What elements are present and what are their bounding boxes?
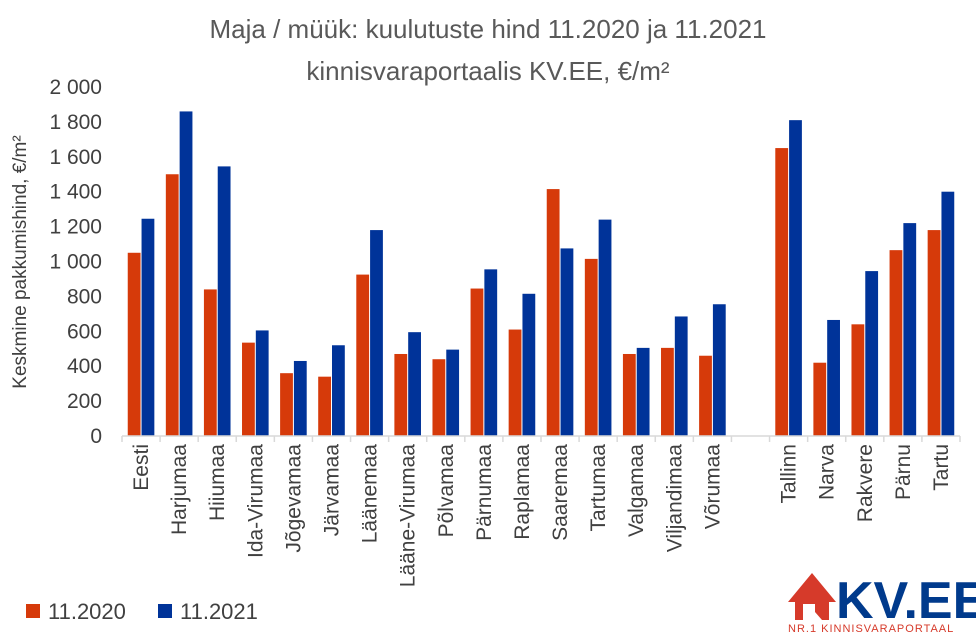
bar-11-2020-Viljandimaa bbox=[661, 347, 674, 436]
kv-ee-logo: KV.EE NR.1 KINNISVARAPORTAAL bbox=[788, 572, 976, 635]
y-tick-label: 200 bbox=[67, 390, 102, 413]
bar-11-2020-Saaremaa bbox=[546, 189, 560, 436]
y-axis-ticks: 0 200 400 600 800 1 000 1 200 1 400 1 600 1 800 2 … bbox=[49, 76, 102, 448]
x-tick-label: Eesti bbox=[130, 444, 153, 491]
bar-11-2020-Rakvere bbox=[851, 324, 865, 436]
bar-11-2021-Lääne-Virumaa bbox=[408, 332, 421, 436]
bars bbox=[127, 111, 955, 437]
bar-11-2021-Harjumaa bbox=[179, 111, 193, 437]
x-tick-label: Valgamaa bbox=[625, 444, 648, 537]
x-tick-label: Jõgevamaa bbox=[282, 444, 305, 553]
bar-11-2021-Võrumaa bbox=[712, 304, 726, 436]
bar-11-2020-Narva bbox=[813, 362, 827, 436]
y-tick-label: 1 000 bbox=[49, 251, 102, 274]
bar-11-2021-Jõgevamaa bbox=[293, 360, 307, 436]
y-tick-label: 400 bbox=[67, 355, 102, 378]
bar-11-2021-Järvamaa bbox=[332, 345, 345, 436]
x-tick-label: Harjumaa bbox=[168, 444, 191, 535]
legend-swatch-2020 bbox=[26, 604, 40, 618]
bar-11-2020-Tartu bbox=[927, 230, 941, 436]
bar-11-2021-Rakvere bbox=[865, 271, 879, 436]
bar-11-2020-Hiiumaa bbox=[203, 289, 217, 436]
logo-text: KV.EE bbox=[836, 572, 976, 630]
bar-11-2020-Pärnu bbox=[889, 250, 903, 436]
x-axis-labels: Eesti Harjumaa Hiiumaa Ida-Virumaa Jõgevamaa… bbox=[130, 444, 953, 588]
y-tick-label: 1 400 bbox=[49, 181, 102, 204]
y-axis-title: Keskmine pakkumishind, €/m² bbox=[10, 135, 31, 388]
x-tick-label: Raplamaa bbox=[511, 444, 534, 540]
y-tick-label: 600 bbox=[67, 320, 102, 343]
house-icon bbox=[788, 573, 836, 620]
bar-11-2021-Hiiumaa bbox=[217, 166, 231, 436]
bar-11-2021-Pärnu bbox=[903, 223, 917, 436]
bar-11-2020-Eesti bbox=[127, 252, 141, 436]
bar-11-2020-Lääne-Virumaa bbox=[394, 353, 408, 436]
bar-11-2021-Ida-Virumaa bbox=[255, 330, 269, 436]
x-tick-label: Järvamaa bbox=[321, 444, 344, 537]
x-tick-label: Pärnu bbox=[892, 444, 915, 500]
bar-11-2020-Tartumaa bbox=[584, 258, 598, 436]
bar-11-2021-Narva bbox=[827, 319, 840, 436]
y-tick-label: 1 600 bbox=[49, 146, 102, 169]
logo-tagline: NR.1 KINNISVARAPORTAAL bbox=[788, 623, 954, 635]
x-tick-label: Lääne-Virumaa bbox=[397, 444, 420, 588]
bar-11-2020-Tallinn bbox=[775, 148, 789, 436]
bar-11-2020-Võrumaa bbox=[699, 355, 712, 436]
bar-11-2020-Raplamaa bbox=[508, 329, 522, 436]
x-tick-label: Põlvamaa bbox=[435, 444, 458, 538]
bar-11-2021-Läänemaa bbox=[370, 230, 383, 436]
bar-11-2020-Järvamaa bbox=[318, 376, 331, 436]
bar-11-2020-Jõgevamaa bbox=[280, 373, 293, 436]
x-axis-ticks bbox=[121, 436, 961, 442]
y-tick-label: 2 000 bbox=[49, 76, 102, 99]
y-tick-label: 800 bbox=[67, 285, 102, 308]
chart-title-line-1: Maja / müük: kuulutuste hind 11.2020 ja … bbox=[210, 14, 767, 44]
bar-11-2021-Põlvamaa bbox=[446, 349, 460, 436]
bar-11-2020-Pärnumaa bbox=[470, 288, 484, 436]
legend-label-2020: 11.2020 bbox=[48, 599, 126, 624]
bar-11-2020-Ida-Virumaa bbox=[242, 342, 255, 436]
bar-11-2021-Viljandimaa bbox=[674, 316, 688, 436]
x-tick-label: Läänemaa bbox=[359, 444, 382, 544]
x-tick-label: Võrumaa bbox=[701, 444, 724, 530]
bar-11-2020-Läänemaa bbox=[356, 274, 370, 436]
legend-label-2021: 11.2021 bbox=[180, 599, 258, 624]
x-tick-label: Tartu bbox=[930, 444, 953, 491]
bar-11-2021-Tartumaa bbox=[598, 219, 612, 436]
x-tick-label: Pärnumaa bbox=[473, 444, 496, 541]
bar-11-2021-Raplamaa bbox=[522, 293, 536, 436]
x-tick-label: Narva bbox=[816, 444, 839, 500]
x-tick-label: Tallinn bbox=[778, 444, 801, 504]
y-tick-label: 1 800 bbox=[49, 111, 102, 134]
bar-11-2021-Tallinn bbox=[789, 120, 802, 436]
bar-11-2021-Saaremaa bbox=[560, 248, 574, 436]
bar-11-2021-Eesti bbox=[141, 218, 155, 436]
x-tick-label: Hiiumaa bbox=[206, 444, 229, 521]
x-tick-label: Saaremaa bbox=[549, 444, 572, 541]
bar-11-2021-Pärnumaa bbox=[484, 269, 498, 436]
bar-11-2021-Valgamaa bbox=[636, 347, 650, 436]
y-tick-label: 1 200 bbox=[49, 216, 102, 239]
bar-11-2020-Harjumaa bbox=[165, 174, 179, 436]
x-tick-label: Viljandimaa bbox=[663, 444, 686, 552]
legend: 11.2020 11.2021 bbox=[26, 599, 258, 624]
x-tick-label: Rakvere bbox=[854, 444, 877, 522]
bar-11-2021-Tartu bbox=[941, 191, 955, 436]
bar-11-2020-Valgamaa bbox=[622, 353, 636, 436]
legend-swatch-2021 bbox=[158, 604, 172, 618]
x-tick-label: Tartumaa bbox=[587, 444, 610, 532]
bar-11-2020-Põlvamaa bbox=[432, 359, 446, 436]
y-tick-label: 0 bbox=[90, 425, 102, 448]
chart-title-line-2: kinnisvaraportaalis KV.EE, €/m² bbox=[306, 56, 670, 86]
x-tick-label: Ida-Virumaa bbox=[244, 444, 267, 558]
